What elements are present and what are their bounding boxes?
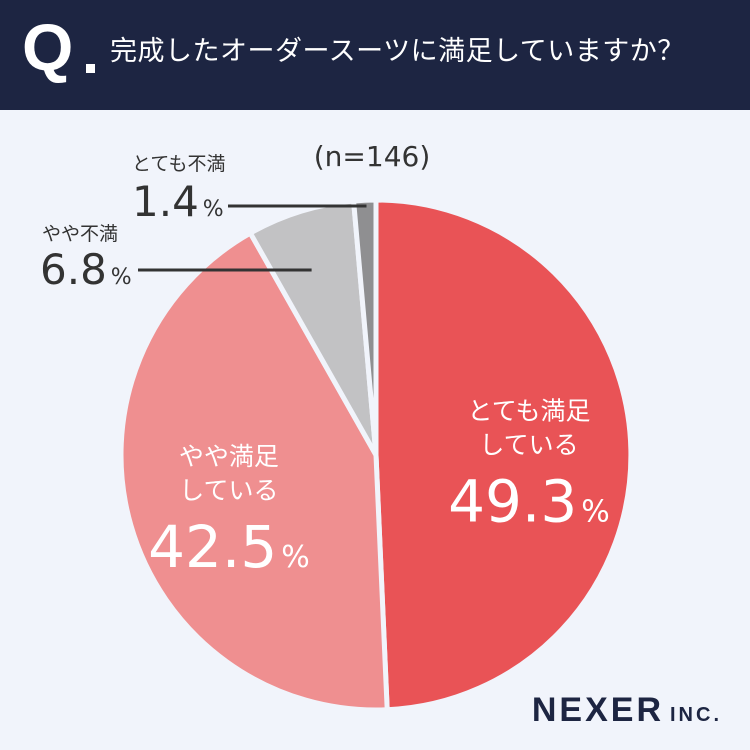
pie-slice-3 [351, 197, 379, 458]
outside-value-3: 1.4% [132, 177, 224, 226]
outside-label-2: やや不満 [42, 223, 118, 245]
pie-slice-0 [373, 197, 634, 713]
slice-label-0-line2: している [479, 431, 578, 460]
slice-value-1: 42.5% [148, 513, 310, 581]
outside-label-3: とても不満 [132, 153, 225, 175]
pie-slice-1 [118, 230, 390, 713]
brand-suffix: INC. [670, 704, 722, 726]
q-mark: Q [22, 10, 74, 84]
outside-value-2: 6.8% [40, 245, 132, 294]
brand-name: NEXER [531, 691, 664, 729]
sample-size-note: (n=146) [314, 140, 431, 173]
q-dot [86, 64, 95, 73]
slice-value-0: 49.3% [448, 468, 610, 536]
question-text: 完成したオーダースーツに満足していますか？ [110, 36, 685, 67]
slice-label-1-line1: やや満足 [179, 442, 279, 471]
slice-label-0-line1: とても満足 [467, 397, 590, 426]
question-header: Q 完成したオーダースーツに満足していますか？ [0, 0, 750, 110]
brand-logo: NEXER INC. [532, 691, 722, 730]
slice-label-1-line2: している [179, 476, 278, 505]
